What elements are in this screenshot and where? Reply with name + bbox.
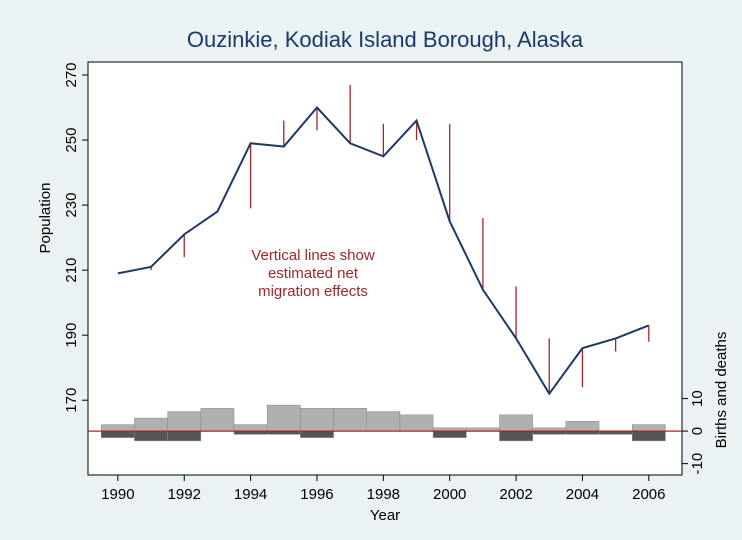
y-tick-label: 210 [63, 258, 80, 283]
births-bar [134, 417, 168, 432]
births-bar [366, 411, 401, 432]
annotation: estimated net [268, 265, 359, 282]
deaths-bar [134, 430, 168, 442]
y-tick-label: 230 [63, 193, 80, 218]
deaths-bar [499, 430, 533, 442]
x-tick-label: 1996 [300, 486, 333, 503]
deaths-bar [631, 430, 666, 442]
x-tick-label: 1992 [168, 486, 201, 503]
y-tick-label: 270 [63, 62, 80, 87]
y-tick-label: 250 [63, 128, 80, 153]
births-bar [499, 414, 533, 432]
x-tick-label: 1998 [367, 486, 400, 503]
births-bar [167, 411, 202, 432]
births-bar [266, 404, 301, 432]
population-line [117, 106, 650, 396]
x-tick-label: 2002 [499, 486, 532, 503]
births-bar [565, 421, 600, 432]
annotation: Vertical lines show [251, 247, 375, 264]
y-axis-label: Population [37, 183, 54, 254]
x-tick-label: 1990 [101, 486, 134, 503]
y-tick-label: 190 [63, 323, 80, 348]
x-tick-label: 2006 [632, 486, 665, 503]
births-bar [233, 424, 268, 432]
births-bar [631, 424, 666, 432]
x-tick-label: 2004 [566, 486, 599, 503]
plot-area [87, 61, 683, 476]
deaths-bar [167, 430, 202, 442]
births-bar [333, 408, 367, 432]
y2-tick-label: 10 [689, 390, 706, 407]
x-axis-label: Year [370, 507, 400, 524]
births-bar [300, 408, 334, 432]
y2-tick-label: -10 [689, 453, 706, 475]
annotation: migration effects [258, 283, 368, 300]
y-tick-label: 170 [63, 388, 80, 413]
births-bar [101, 424, 135, 432]
deaths-bar [300, 430, 334, 438]
births-bar [399, 414, 434, 432]
x-tick-label: 2000 [433, 486, 466, 503]
deaths-bar [432, 430, 467, 438]
y2-axis-label: Births and deaths [713, 332, 730, 449]
x-tick-label: 1994 [234, 486, 267, 503]
deaths-bar [101, 430, 135, 438]
births-bar [200, 408, 235, 432]
chart-title: Ouzinkie, Kodiak Island Borough, Alaska [187, 27, 584, 52]
y2-tick-label: 0 [689, 427, 706, 435]
